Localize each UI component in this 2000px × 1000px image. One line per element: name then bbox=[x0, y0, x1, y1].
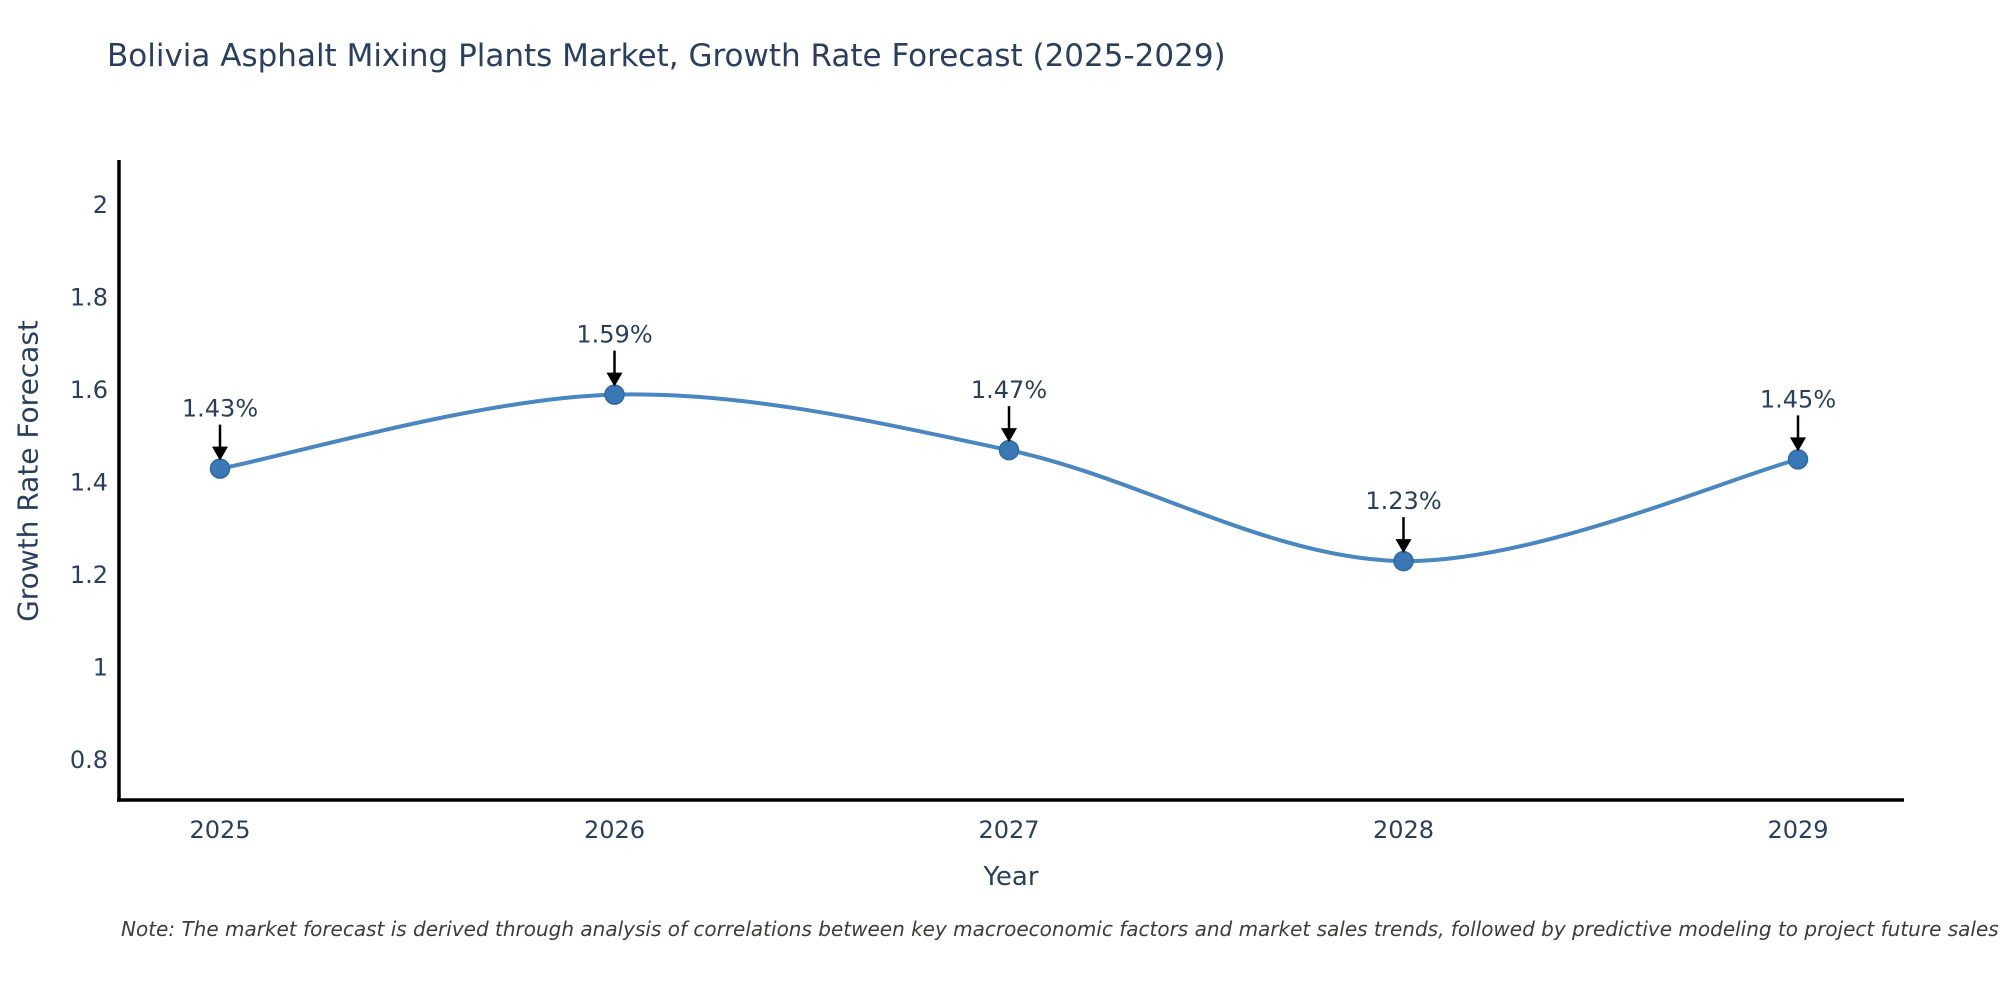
x-tick-label: 2029 bbox=[1767, 816, 1828, 844]
point-value-label: 1.45% bbox=[1760, 385, 1836, 413]
annotation-arrowhead bbox=[1001, 428, 1017, 443]
point-value-label: 1.23% bbox=[1365, 487, 1441, 515]
y-tick-label: 1.6 bbox=[70, 376, 108, 404]
y-axis-title: Growth Rate Forecast bbox=[11, 320, 45, 622]
chart-title: Bolivia Asphalt Mixing Plants Market, Gr… bbox=[107, 38, 1226, 74]
footnote: Note: The market forecast is derived thr… bbox=[121, 917, 1999, 941]
data-point-marker-2026 bbox=[604, 384, 625, 405]
point-value-label: 1.47% bbox=[971, 376, 1047, 404]
annotation-arrowhead bbox=[212, 446, 228, 461]
point-value-label: 1.43% bbox=[182, 395, 258, 423]
y-tick-label: 0.8 bbox=[70, 746, 108, 774]
x-tick-label: 2026 bbox=[584, 816, 645, 844]
y-tick-label: 1 bbox=[93, 654, 108, 682]
x-tick-label: 2025 bbox=[189, 816, 250, 844]
y-tick-label: 1.4 bbox=[70, 469, 108, 497]
annotation-arrowhead bbox=[1790, 437, 1806, 452]
y-tick-label: 1.8 bbox=[70, 284, 108, 312]
x-tick-label: 2027 bbox=[978, 816, 1039, 844]
y-tick-label: 1.2 bbox=[70, 561, 108, 589]
data-point-marker-2029 bbox=[1787, 449, 1809, 470]
annotation-arrowhead bbox=[606, 372, 623, 387]
y-tick-label: 2 bbox=[93, 191, 108, 219]
data-point-marker-2028 bbox=[1393, 550, 1414, 572]
data-point-marker-2025 bbox=[209, 458, 231, 479]
data-point-marker-2027 bbox=[998, 439, 1020, 461]
x-axis-title: Year bbox=[983, 862, 1039, 892]
point-value-label: 1.59% bbox=[576, 321, 652, 349]
x-tick-label: 2028 bbox=[1373, 816, 1434, 844]
annotation-arrowhead bbox=[1395, 539, 1412, 554]
